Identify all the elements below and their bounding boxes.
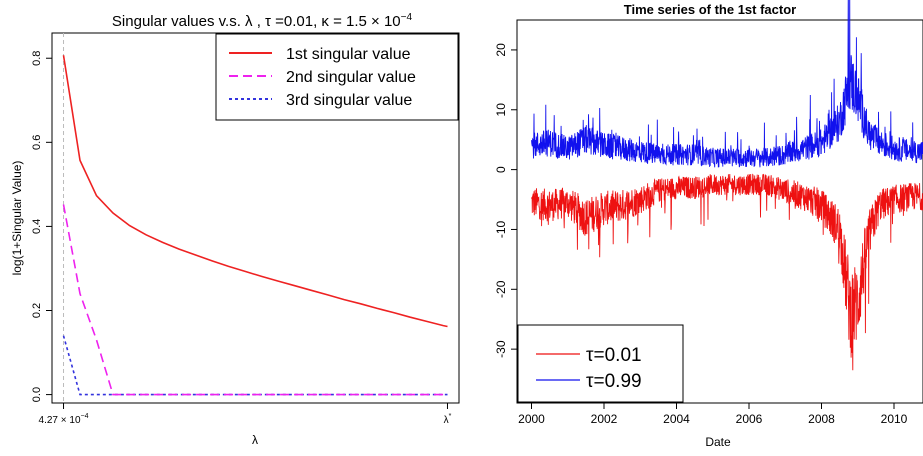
singular-values-chart: Singular values v.s. λ , τ =0.01, κ = 1.… bbox=[10, 12, 459, 447]
y-tick-label: -10 bbox=[494, 220, 508, 238]
y-tick-label: 0 bbox=[494, 166, 508, 173]
x-tick-label: 2002 bbox=[591, 412, 618, 426]
x-axis-label: Date bbox=[705, 435, 731, 449]
y-tick-label: -30 bbox=[494, 340, 508, 358]
x-tick-label: 4.27 × 10−4 bbox=[39, 413, 89, 426]
series-line bbox=[532, 0, 923, 167]
x-tick-label: 2008 bbox=[808, 412, 835, 426]
legend-label: τ=0.01 bbox=[586, 345, 642, 366]
y-tick-label: 0.2 bbox=[31, 303, 43, 318]
chart-title: Singular values v.s. λ , τ =0.01, κ = 1.… bbox=[112, 12, 413, 30]
x-tick-label: 2010 bbox=[881, 412, 908, 426]
y-tick-label: 0.0 bbox=[31, 387, 43, 402]
x-axis-label: λ bbox=[252, 433, 258, 447]
legend-label: 3rd singular value bbox=[286, 92, 412, 109]
x-tick-label: 2006 bbox=[736, 412, 763, 426]
series-line bbox=[64, 336, 448, 395]
legend-label: 2nd singular value bbox=[286, 69, 416, 86]
y-tick-label: 20 bbox=[494, 43, 508, 57]
factor-time-series-chart: Time series of the 1st factor -30 -20 -10 0… bbox=[494, 0, 923, 449]
y-tick-label: 0.4 bbox=[31, 219, 43, 234]
y-tick-label: 10 bbox=[494, 103, 508, 117]
y-axis-label: log(1+Singular Value) bbox=[10, 161, 24, 276]
plot-area bbox=[532, 0, 923, 370]
y-tick-label: -20 bbox=[494, 280, 508, 298]
legend-label: τ=0.99 bbox=[586, 371, 642, 392]
y-tick-label: 0.6 bbox=[31, 135, 43, 150]
x-tick-label: λ* bbox=[444, 413, 452, 426]
x-tick-label: 2000 bbox=[518, 412, 545, 426]
x-tick-label: 2004 bbox=[663, 412, 690, 426]
legend: τ=0.01 τ=0.99 bbox=[518, 325, 683, 402]
y-tick-label: 0.8 bbox=[31, 51, 43, 66]
legend: 1st singular value 2nd singular value 3rd … bbox=[216, 34, 458, 120]
legend-label: 1st singular value bbox=[286, 46, 411, 63]
series-line bbox=[64, 205, 448, 395]
chart-title: Time series of the 1st factor bbox=[624, 2, 796, 17]
